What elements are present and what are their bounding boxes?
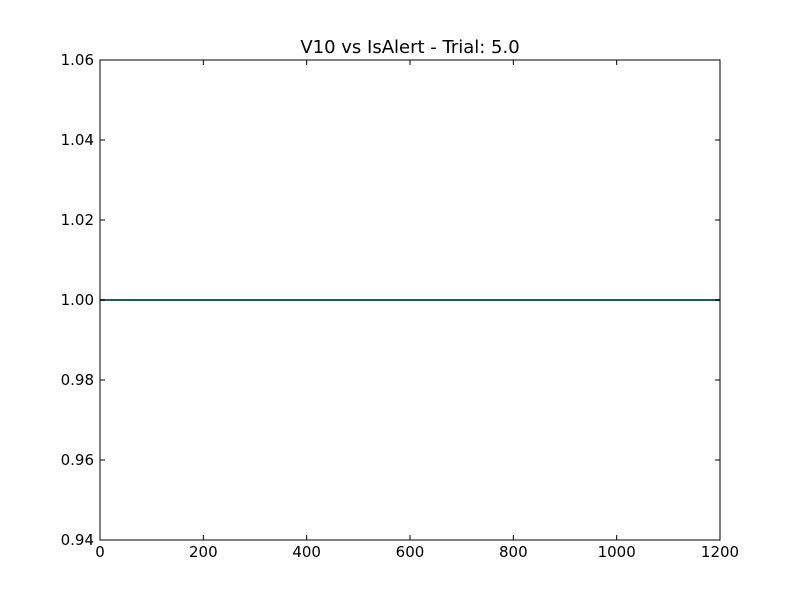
x-tick-label: 400 bbox=[292, 543, 321, 561]
y-tick-label: 0.94 bbox=[61, 531, 94, 549]
y-tick-label: 0.98 bbox=[61, 371, 94, 389]
x-tick-label: 1000 bbox=[598, 543, 636, 561]
y-tick-label: 1.02 bbox=[61, 211, 94, 229]
x-tick-label: 800 bbox=[499, 543, 528, 561]
y-tick-label: 1.00 bbox=[61, 291, 94, 309]
y-tick-label: 0.96 bbox=[61, 451, 94, 469]
x-axis: 0 200 400 600 800 1000 1200 bbox=[95, 60, 739, 561]
x-tick-label: 600 bbox=[396, 543, 425, 561]
x-tick-label: 1200 bbox=[701, 543, 739, 561]
x-tick-label: 0 bbox=[95, 543, 105, 561]
y-tick-label: 1.06 bbox=[61, 51, 94, 69]
chart-title: V10 vs IsAlert - Trial: 5.0 bbox=[300, 37, 519, 58]
y-tick-label: 1.04 bbox=[61, 131, 94, 149]
x-tick-label: 200 bbox=[189, 543, 218, 561]
y-axis: 0.94 0.96 0.98 1.00 1.02 1.04 1.06 bbox=[61, 51, 720, 549]
